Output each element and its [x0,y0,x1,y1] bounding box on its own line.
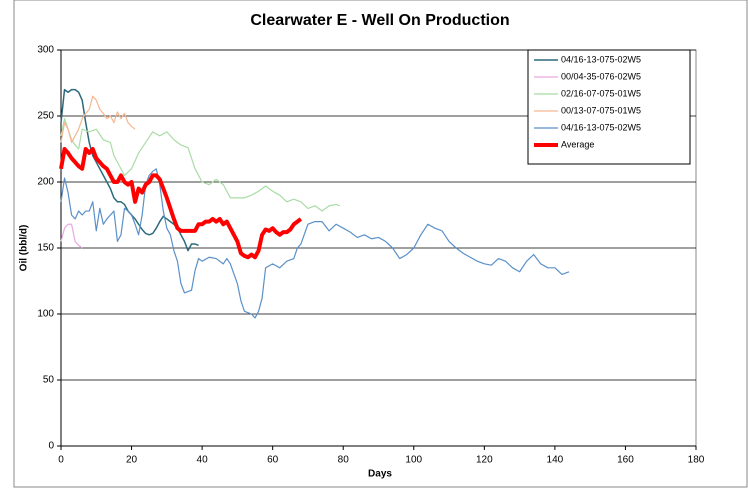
y-tick-label: 100 [37,309,54,320]
series-line [60,118,340,212]
series-line [60,95,136,143]
x-tick-label: 140 [547,455,564,466]
x-tick-label: 20 [126,455,138,466]
x-tick-label: 120 [476,455,493,466]
series-line [60,168,570,319]
y-tick-label: 0 [48,441,54,452]
y-tick-label: 150 [37,243,54,254]
legend-label: 02/16-07-075-01W5 [561,88,641,98]
y-tick-label: 50 [43,375,55,386]
legend-label: 04/16-13-075-02W5 [561,54,641,64]
legend-label: 00/04-35-076-02W5 [561,71,641,81]
x-tick-label: 100 [405,455,422,466]
legend-label: Average [561,139,594,149]
chart-title: Clearwater E - Well On Production [250,12,509,29]
x-tick-label: 0 [58,455,64,466]
y-axis-title: Oil (bbl/d) [19,225,30,272]
x-tick-label: 40 [197,455,209,466]
series-line [59,147,303,260]
y-tick-label: 200 [37,177,54,188]
y-tick-label: 250 [37,111,54,122]
series-line [60,223,83,249]
x-axis-title: Days [368,469,392,480]
x-tick-label: 80 [338,455,350,466]
x-tick-label: 60 [267,455,279,466]
x-tick-label: 160 [617,455,634,466]
x-tick-label: 180 [688,455,705,466]
legend-label: 04/16-13-075-02W5 [561,122,641,132]
y-tick-label: 300 [37,45,54,56]
legend-label: 00/13-07-075-01W5 [561,105,641,115]
